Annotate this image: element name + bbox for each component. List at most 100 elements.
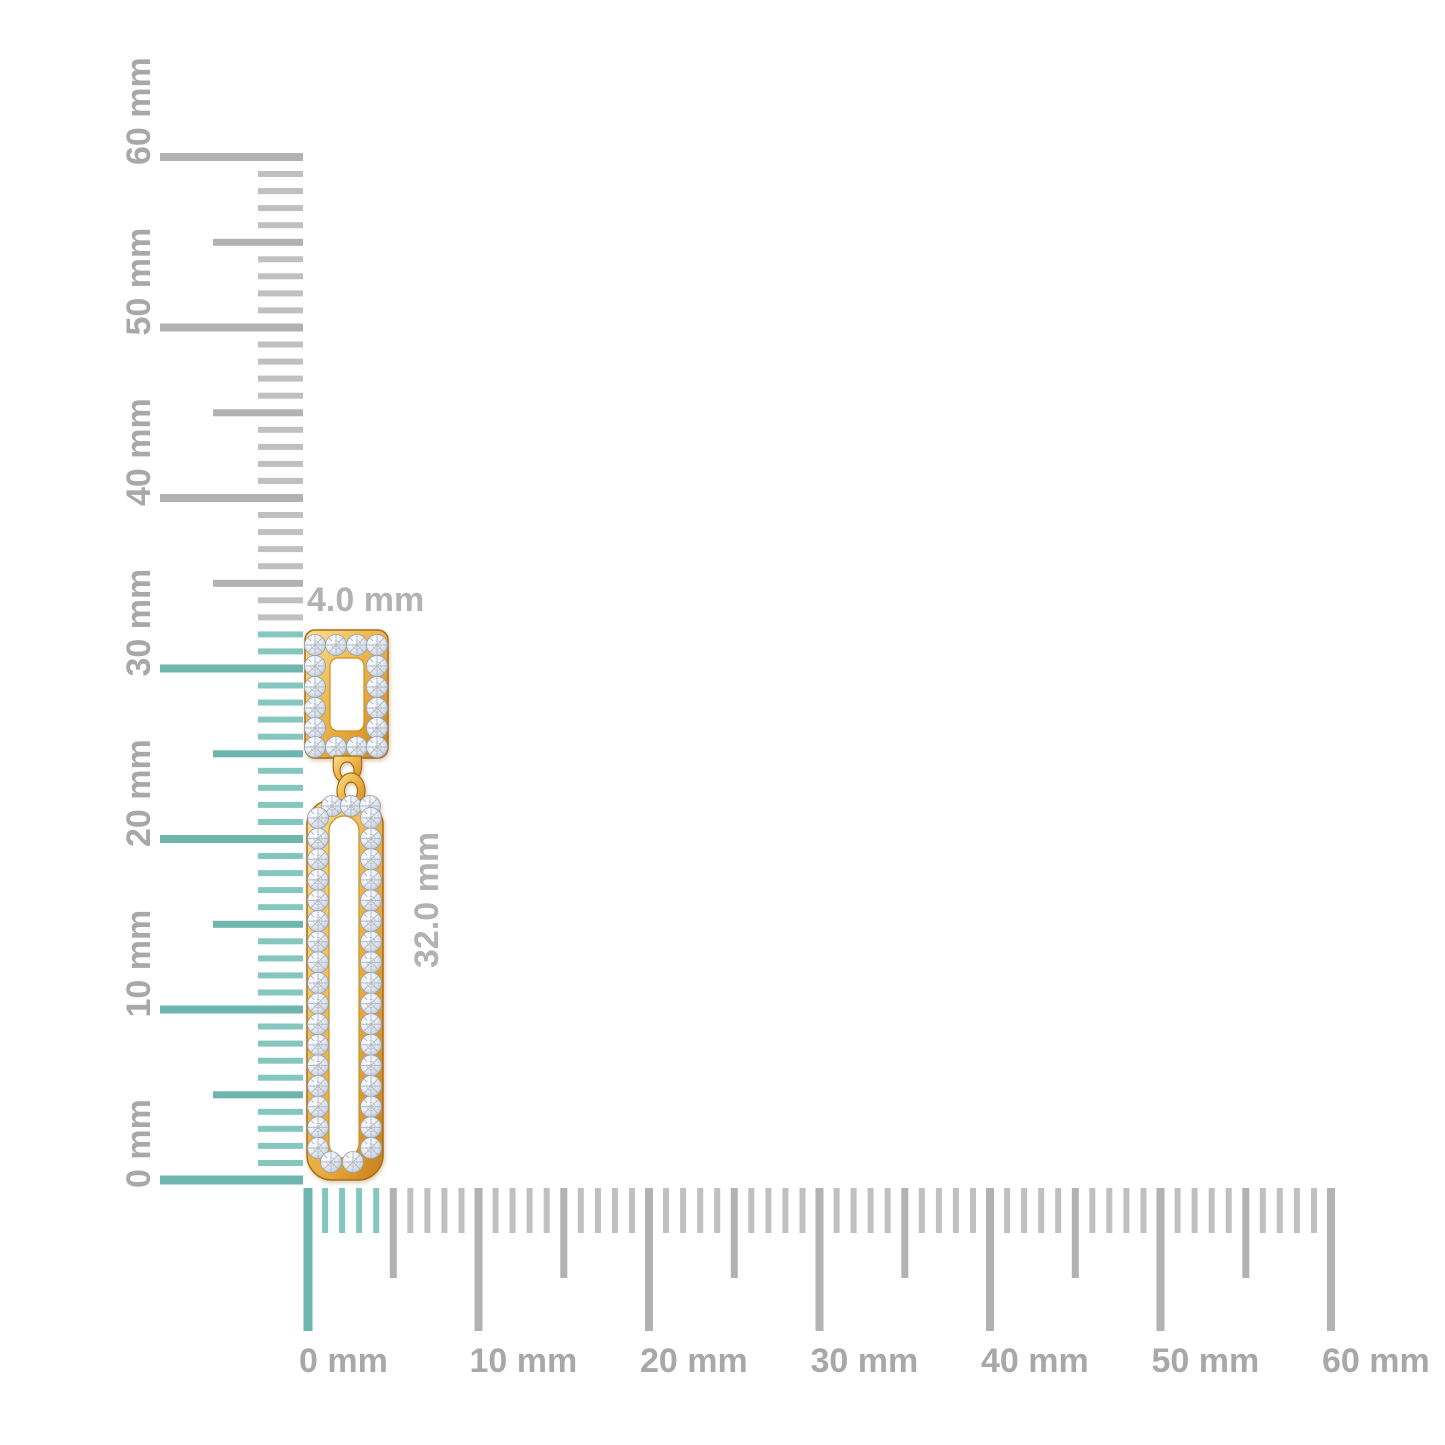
h-tick-43mm [1038,1188,1045,1233]
h-tick-36mm [918,1188,925,1233]
diamond-stone [325,634,347,656]
v-tick-29mm [258,682,303,689]
h-tick-20mm [645,1188,653,1331]
v-ruler-label-10mm: 10 mm [120,910,158,1018]
diamond-stone [307,1116,329,1139]
diamond-stone [366,697,388,719]
h-tick-3mm [356,1188,363,1233]
v-tick-24mm [258,767,303,774]
diamond-stone [360,807,382,829]
h-tick-47mm [1106,1188,1113,1233]
diamond-stone [307,910,329,933]
v-tick-22mm [258,801,303,808]
v-ruler-label-60mm: 60 mm [120,57,158,165]
v-tick-44mm [258,426,303,433]
h-tick-1mm [322,1188,329,1233]
h-tick-59mm [1311,1188,1317,1233]
h-tick-10mm [474,1188,483,1331]
h-tick-40mm [986,1188,994,1331]
diamond-stone [307,807,329,829]
h-tick-58mm [1293,1188,1300,1233]
diamond-stone [360,972,382,994]
h-tick-27mm [765,1188,772,1233]
v-tick-42mm [258,460,303,467]
v-tick-16mm [258,904,303,911]
diamond-stone [307,972,329,994]
v-ruler-label-40mm: 40 mm [120,398,158,506]
diamond-stone [366,736,388,758]
diamond-stone [340,795,362,817]
frame-cutout [328,815,360,1159]
h-ruler-label-50mm: 50 mm [1152,1342,1260,1380]
h-tick-51mm [1174,1188,1181,1233]
diamond-stone [360,1033,382,1056]
diamond-stone [307,1013,329,1036]
v-tick-4mm [258,1108,303,1115]
v-tick-39mm [258,512,303,518]
h-ruler-label-20mm: 20 mm [640,1342,748,1380]
diamond-stone [360,992,382,1015]
horizontal-ruler-labels: 0 mm 10 mm 20 mm 30 mm 40 mm 50 mm 60 mm [299,1342,1430,1380]
h-tick-48mm [1123,1188,1130,1233]
v-tick-15mm [213,920,303,928]
h-tick-18mm [611,1188,618,1233]
v-tick-26mm [258,733,303,740]
v-tick-12mm [258,972,303,979]
v-tick-9mm [258,1023,303,1030]
v-tick-43mm [258,443,303,450]
v-tick-40mm [160,494,303,502]
v-ruler-label-50mm: 50 mm [120,228,158,336]
v-tick-14mm [258,938,303,945]
v-tick-20mm [160,835,303,843]
v-tick-3mm [258,1125,303,1132]
earring-drop-rectangle [306,795,384,1181]
h-tick-19mm [629,1188,635,1233]
diamond-stone [360,951,382,974]
h-tick-6mm [407,1188,414,1233]
diamond-stone [366,717,388,739]
diamond-stone [307,1054,329,1077]
diamond-stone [304,634,326,656]
h-tick-46mm [1089,1188,1096,1233]
v-tick-59mm [258,171,303,177]
v-ruler-label-30mm: 30 mm [120,569,158,677]
h-tick-23mm [697,1188,704,1233]
v-tick-38mm [258,529,303,536]
diamond-stone [307,930,329,953]
v-tick-57mm [258,205,303,212]
diamond-stone [360,1054,382,1077]
horizontal-ruler [303,1188,1335,1331]
h-tick-5mm [389,1188,397,1278]
h-tick-14mm [543,1188,550,1233]
v-tick-30mm [160,664,303,673]
diamond-stone [360,1116,382,1139]
diamond-stone [360,827,382,850]
h-tick-16mm [577,1188,584,1233]
v-tick-47mm [258,375,303,382]
diamond-stone [346,736,368,758]
v-tick-58mm [258,188,303,195]
diamond-stone [342,1151,364,1173]
diamond-stone [346,634,368,656]
h-tick-26mm [748,1188,755,1233]
v-tick-31mm [258,648,303,655]
v-ruler-label-0mm: 0 mm [120,1099,158,1188]
h-tick-44mm [1055,1188,1062,1233]
diamond-stone [307,1095,329,1118]
h-tick-2mm [339,1188,346,1233]
h-tick-22mm [680,1188,687,1233]
diamond-stone [304,717,326,739]
diamond-drop-earring [304,629,389,1181]
h-tick-25mm [730,1188,738,1278]
v-tick-54mm [258,256,303,263]
diamond-stone [366,655,388,677]
diamond-stone [307,827,329,850]
h-tick-34mm [884,1188,891,1233]
h-tick-41mm [1004,1188,1011,1233]
v-tick-13mm [258,955,303,962]
diamond-stone [360,868,382,891]
diamond-stone [307,868,329,891]
v-tick-52mm [258,290,303,297]
v-tick-34mm [258,597,303,604]
v-tick-51mm [258,307,303,314]
